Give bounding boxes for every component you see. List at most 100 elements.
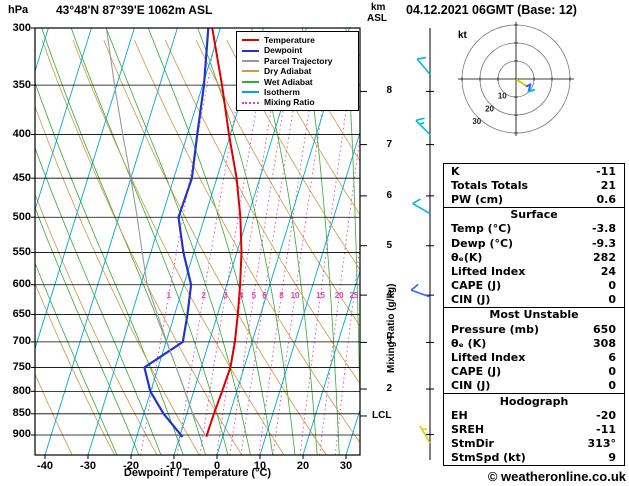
legend-swatch-wet-adiabat — [242, 80, 259, 83]
legend-label: Dewpoint — [264, 45, 303, 56]
pressure-tick-label: 500 — [12, 210, 31, 223]
isotherm-line — [44, 28, 178, 455]
wind-barb-half-feather — [419, 121, 425, 125]
stat-label: Lifted Index — [451, 264, 526, 278]
km-tick-label: 3 — [386, 336, 392, 348]
wet-adiabat-line — [105, 28, 251, 455]
mixing-ratio-line — [299, 40, 357, 455]
wind-barb-feather — [415, 117, 425, 122]
dry-adiabat-line — [195, 39, 360, 327]
temp-tick-label: -10 — [166, 460, 182, 472]
stat-label: θₑ(K) — [451, 250, 483, 264]
stat-value: 9 — [608, 451, 616, 465]
legend-item: Dry Adiabat — [242, 66, 354, 76]
legend-item: Dewpoint — [242, 45, 354, 55]
mixing-ratio-line — [272, 40, 334, 455]
legend-swatch-dewpoint — [242, 49, 259, 52]
stat-value: -11 — [596, 422, 616, 436]
mixing-ratio-label: 1 — [166, 291, 171, 301]
legend-label: Parcel Trajectory — [264, 55, 333, 66]
stat-label: Pressure (mb) — [451, 322, 539, 336]
isotherm-line — [302, 269, 360, 455]
x-axis-title: Dewpoint / Temperature (°C) — [123, 467, 272, 479]
stat-label: EH — [451, 408, 468, 422]
km-tick-label: 8 — [386, 85, 392, 97]
hodograph-ring-label: 20 — [485, 104, 494, 113]
mixing-ratio-label: 25 — [349, 291, 359, 301]
stat-row: StmSpd (kt) 9 — [444, 451, 624, 465]
pressure-tick-label: 400 — [12, 128, 31, 141]
stat-row: PW (cm) 0.6 — [444, 192, 624, 206]
isotherm-line — [35, 28, 92, 212]
stat-value: 313° — [587, 437, 616, 451]
legend-item: Parcel Trajectory — [242, 56, 354, 66]
plot-lines — [35, 28, 360, 455]
stat-value: 0 — [608, 293, 616, 307]
stat-label: PW (cm) — [451, 192, 504, 206]
stat-label: CAPE (J) — [451, 365, 502, 379]
mixing-ratio-axis-title: Mixing Ratio (g/kg) — [386, 283, 397, 373]
hodograph-unit-label: kt — [458, 30, 467, 41]
stat-value: 0 — [608, 365, 616, 379]
dewpoint-curve — [143, 28, 210, 438]
temp-tick-label: -30 — [80, 460, 96, 472]
mixing-ratio-line — [216, 40, 284, 455]
stat-row: Temp (°C) -3.8 — [444, 222, 624, 236]
pressure-tick-label: 650 — [12, 307, 31, 320]
pressure-tick-label: 750 — [12, 360, 31, 373]
mixing-ratio-line — [176, 40, 249, 455]
isotherm-line — [259, 130, 360, 455]
stat-label: CIN (J) — [451, 379, 491, 393]
legend-swatch-mixing-ratio — [242, 101, 259, 104]
stat-value: -3.8 — [591, 222, 616, 236]
wet-adiabat-line — [147, 28, 274, 455]
stat-value: 0.6 — [596, 192, 617, 206]
stat-row: Lifted Index 6 — [444, 350, 624, 364]
stat-row: θₑ(K) 282 — [444, 250, 624, 264]
wet-adiabat-line — [345, 28, 360, 420]
stat-row: CIN (J) 0 — [444, 379, 624, 393]
stat-value: 0 — [608, 379, 616, 393]
temperature-curve — [205, 28, 243, 438]
stat-row: Lifted Index 24 — [444, 264, 624, 278]
temp-tick-label: 10 — [253, 460, 267, 472]
stat-value: 0 — [608, 279, 616, 293]
stat-label: SREH — [451, 422, 485, 436]
dry-adiabat-line — [226, 39, 360, 271]
stat-label: Dewp (°C) — [451, 236, 514, 250]
stat-value: -20 — [596, 408, 616, 422]
wind-barb — [416, 58, 431, 75]
km-tick-label: 2 — [386, 383, 392, 395]
wind-barb-feather — [410, 283, 419, 291]
stat-row: CIN (J) 0 — [444, 293, 624, 307]
stat-label: K — [451, 164, 460, 178]
stat-label: Totals Totals — [451, 178, 529, 192]
legend-item: Mixing Ratio — [242, 97, 354, 107]
mixing-ratio-line — [240, 40, 305, 455]
legend-label: Dry Adiabat — [264, 66, 312, 77]
temp-tick-label: -40 — [37, 460, 53, 472]
mixing-ratio-label: 20 — [334, 291, 344, 301]
legend-swatch-parcel — [242, 59, 259, 62]
stats-panel: K -11 Totals Totals 21 PW (cm) 0.6 Surface … — [443, 163, 625, 466]
stat-value: 650 — [593, 322, 616, 336]
hodograph: 10 20 30 — [458, 22, 574, 136]
legend: Temperature Dewpoint Parcel Trajectory D… — [236, 31, 359, 111]
mixing-ratio-label: 5 — [251, 291, 257, 301]
stat-label: Temp (°C) — [451, 222, 512, 236]
km-tick-label: 7 — [386, 138, 392, 150]
wet-adiabat-line — [251, 28, 318, 455]
wet-adiabat-line — [35, 147, 162, 455]
stat-value: 21 — [600, 178, 616, 192]
altitude-axis-unit-km: km — [371, 2, 386, 13]
stat-label: Lifted Index — [451, 351, 526, 365]
mixing-ratio-line — [334, 242, 360, 455]
mixing-ratio-line — [229, 40, 296, 455]
stat-row: CAPE (J) 0 — [444, 365, 624, 379]
legend-label: Wet Adiabat — [264, 76, 313, 87]
legend-label: Mixing Ratio — [264, 97, 315, 108]
mixing-ratio-line — [199, 40, 269, 455]
legend-label: Temperature — [264, 34, 315, 45]
temp-tick-label: 30 — [339, 460, 353, 472]
